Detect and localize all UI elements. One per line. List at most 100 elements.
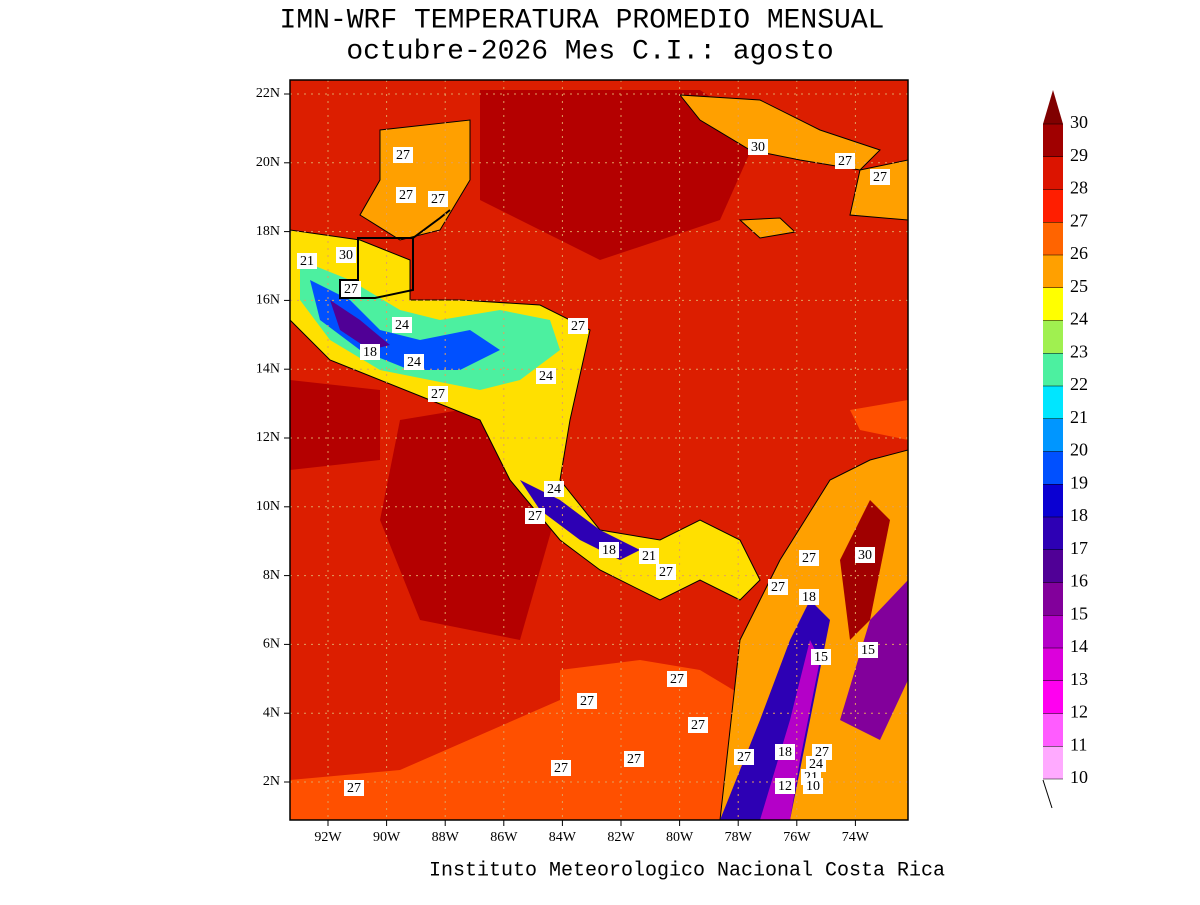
contour-label: 27: [431, 192, 445, 207]
contour-label: 15: [861, 643, 875, 658]
contour-label-box: [568, 318, 588, 334]
contour-label-box: [858, 642, 878, 658]
lon-tick-label: 90W: [373, 830, 401, 845]
contour-label-box: [341, 281, 361, 297]
colorbar-label: 16: [1070, 571, 1088, 591]
colorbar-segment: [1043, 353, 1063, 386]
contour-label-box: [734, 749, 754, 765]
contour-label: 27: [580, 694, 594, 709]
contour-label: 27: [670, 672, 684, 687]
contour-label: 24: [539, 369, 553, 384]
contour-label-box: [667, 671, 687, 687]
contour-label-box: [525, 508, 545, 524]
footer: Instituto Meteorologico Nacional Costa R…: [429, 859, 945, 882]
contour-label: 27: [554, 761, 568, 776]
colorbar-segment: [1043, 484, 1063, 517]
contour-label: 27: [737, 750, 751, 765]
contour-label: 15: [814, 650, 828, 665]
contour-label: 30: [339, 248, 353, 263]
lat-tick-label: 14N: [256, 361, 280, 376]
colorbar-label: 22: [1070, 374, 1088, 394]
contour-label: 24: [407, 355, 421, 370]
colorbar-label: 24: [1070, 309, 1088, 329]
colorbar-segment: [1043, 451, 1063, 485]
contour-label-box: [811, 649, 831, 665]
contour-label: 24: [809, 757, 823, 772]
contour-label-box: [870, 169, 890, 185]
contour-label-box: [396, 187, 416, 203]
colorbar-label: 26: [1070, 243, 1088, 263]
colorbar-over: [1043, 90, 1063, 124]
colorbar-segment: [1043, 648, 1063, 681]
andes: [840, 580, 908, 740]
lat-tick-label: 12N: [256, 430, 280, 445]
border: [339, 237, 414, 299]
contour-label-box: [639, 548, 659, 564]
contour-label: 24: [547, 482, 561, 497]
colorbar-label: 27: [1070, 210, 1088, 230]
contour-label: 27: [396, 148, 410, 163]
contour-label-box: [835, 153, 855, 169]
contour-label-box: [768, 579, 788, 595]
colorbar-label: 25: [1070, 276, 1088, 296]
lon-tick-label: 82W: [607, 830, 635, 845]
contour-label: 27: [347, 781, 361, 796]
contour-label-box: [803, 778, 823, 794]
contour-label: 18: [802, 590, 816, 605]
lon-tick-label: 80W: [666, 830, 694, 845]
lon-tick-label: 84W: [549, 830, 577, 845]
colorbar-segment: [1043, 222, 1063, 255]
contour-label-box: [393, 147, 413, 163]
warm-patch: [290, 380, 380, 470]
contour-label-box: [748, 139, 768, 155]
contour-label: 27: [627, 752, 641, 767]
title: IMN-WRF TEMPERATURA PROMEDIO MENSUAL: [280, 5, 885, 36]
lon-tick-label: 92W: [314, 830, 342, 845]
colorbar-segment: [1043, 713, 1063, 747]
lat-tick-label: 22N: [256, 86, 280, 101]
contour-label: 27: [771, 580, 785, 595]
map-frame: [289, 79, 909, 821]
yucatan: [359, 119, 471, 241]
contour-label-box: [392, 317, 412, 333]
colorbar-label: 11: [1070, 734, 1087, 754]
highlands: [330, 300, 390, 350]
colorbar-label: 30: [1070, 112, 1088, 132]
hispaniola: [849, 159, 908, 221]
colorbar-label: 12: [1070, 702, 1088, 722]
colorbar-segment: [1043, 287, 1063, 321]
cool-patch: [850, 400, 908, 440]
contour-label: 10: [806, 779, 820, 794]
contour-label: 27: [344, 282, 358, 297]
colorbar-label: 14: [1070, 636, 1088, 656]
contour-label-box: [806, 756, 826, 772]
subtitle: octubre-2026 Mes C.I.: agosto: [346, 36, 833, 67]
colorbar-label: 19: [1070, 472, 1088, 492]
lat-tick-label: 20N: [256, 155, 280, 170]
contour-label-box: [599, 542, 619, 558]
colorbar-label: 29: [1070, 145, 1088, 165]
colorbar-label: 23: [1070, 341, 1088, 361]
contour-label-box: [624, 751, 644, 767]
lon-tick-label: 74W: [842, 830, 870, 845]
lat-tick-label: 4N: [263, 705, 280, 720]
contour-label: 27: [431, 387, 445, 402]
contour-label: 27: [691, 718, 705, 733]
map-field: [290, 80, 908, 820]
highlands: [520, 480, 640, 560]
contour-label: 18: [363, 345, 377, 360]
contour-label: 18: [778, 745, 792, 760]
lon-tick-label: 78W: [725, 830, 753, 845]
colorbar-segment: [1043, 189, 1063, 223]
contour-label-box: [855, 547, 875, 563]
contour-label: 21: [300, 254, 314, 269]
colorbar-segment: [1043, 124, 1063, 157]
colorbar-segment: [1043, 156, 1063, 190]
colorbar-segment: [1043, 582, 1063, 616]
colorbar-segment: [1043, 517, 1063, 550]
colorbar-label: 15: [1070, 603, 1088, 623]
colorbar-label: 17: [1070, 538, 1088, 558]
warm-patch: [480, 90, 760, 260]
colorbar-segment: [1043, 615, 1063, 648]
